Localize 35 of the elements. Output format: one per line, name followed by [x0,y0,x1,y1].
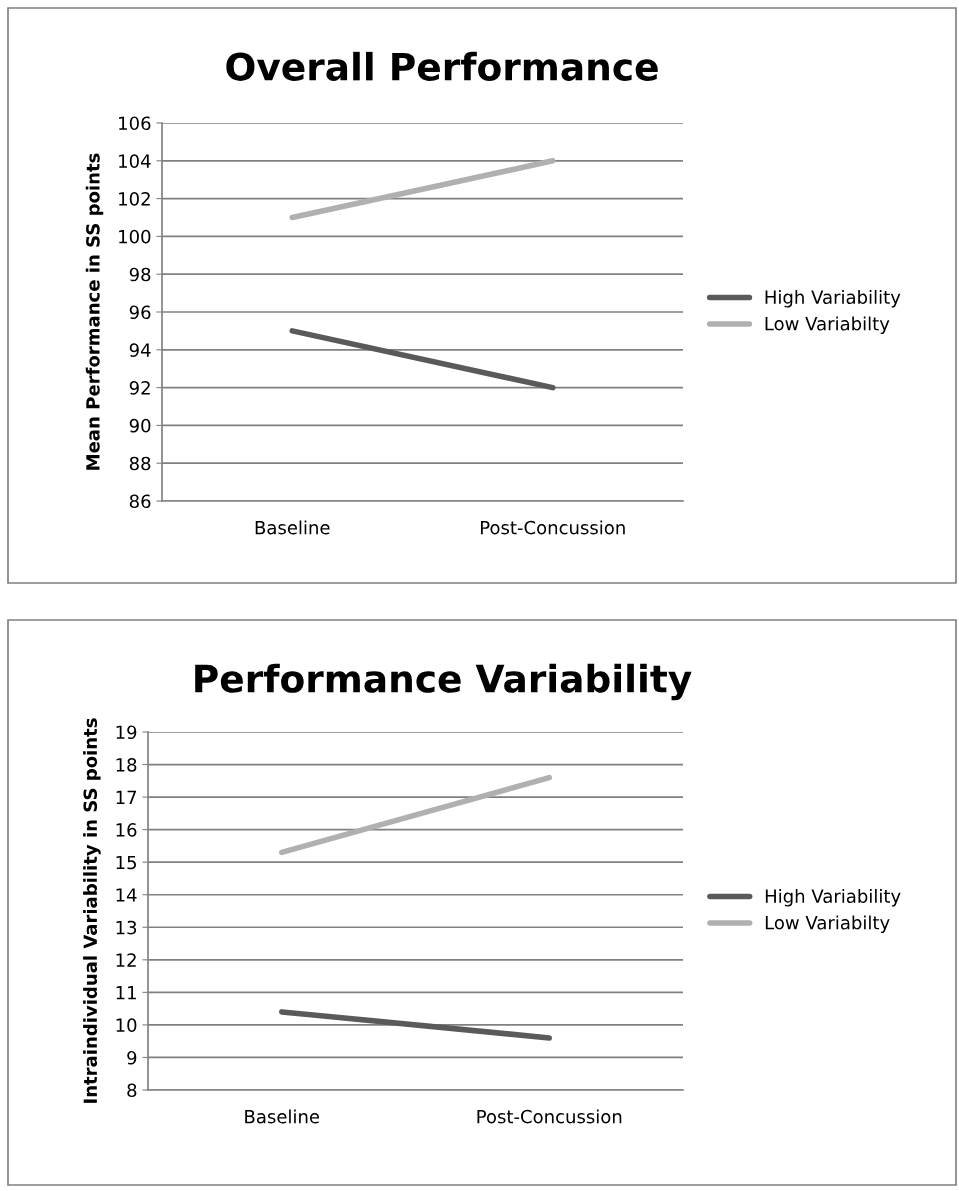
chart-title: Performance Variability [195,663,692,701]
y-tick-label: 17 [116,790,137,804]
y-tick-label: 11 [116,986,136,1000]
y-tick-label: 14 [116,888,137,902]
y-axis-title: Intraindividual Variability in SS points [83,718,101,1103]
x-tick-label: Post-Concussion [477,1109,622,1124]
y-tick-label: 15 [116,855,137,870]
legend-label: Low Variabilty [765,316,890,334]
legend-label: High Variability [765,290,901,308]
y-tick-label: 106 [119,116,151,131]
y-tick-label: 92 [129,381,150,395]
y-tick-label: 16 [116,823,137,837]
x-tick-label: Post-Concussion [480,520,625,535]
y-tick-label: 98 [129,267,151,282]
y-tick-label: 102 [119,192,150,206]
y-tick-label: 18 [116,758,137,772]
x-tick-label: Baseline [245,1109,320,1124]
y-tick-label: 88 [129,456,151,471]
y-tick-label: 90 [129,418,151,433]
y-tick-label: 19 [116,725,137,740]
y-tick-label: 10 [116,1018,137,1033]
y-tick-label: 8 [127,1083,137,1098]
y-tick-label: 104 [119,154,151,168]
legend-label: Low Variabilty [765,915,890,933]
y-tick-label: 96 [129,305,151,320]
legend-label: High Variability [765,889,901,907]
y-tick-label: 13 [116,920,137,935]
x-tick-label: Baseline [255,520,330,535]
y-tick-label: 94 [129,343,151,357]
y-axis-title: Mean Performance in SS points [85,153,104,470]
y-tick-label: 86 [129,494,151,509]
y-tick-label: 12 [116,953,136,967]
y-tick-label: 9 [127,1050,137,1065]
chart-title: Overall Performance [226,51,658,81]
y-tick-label: 100 [119,229,151,244]
